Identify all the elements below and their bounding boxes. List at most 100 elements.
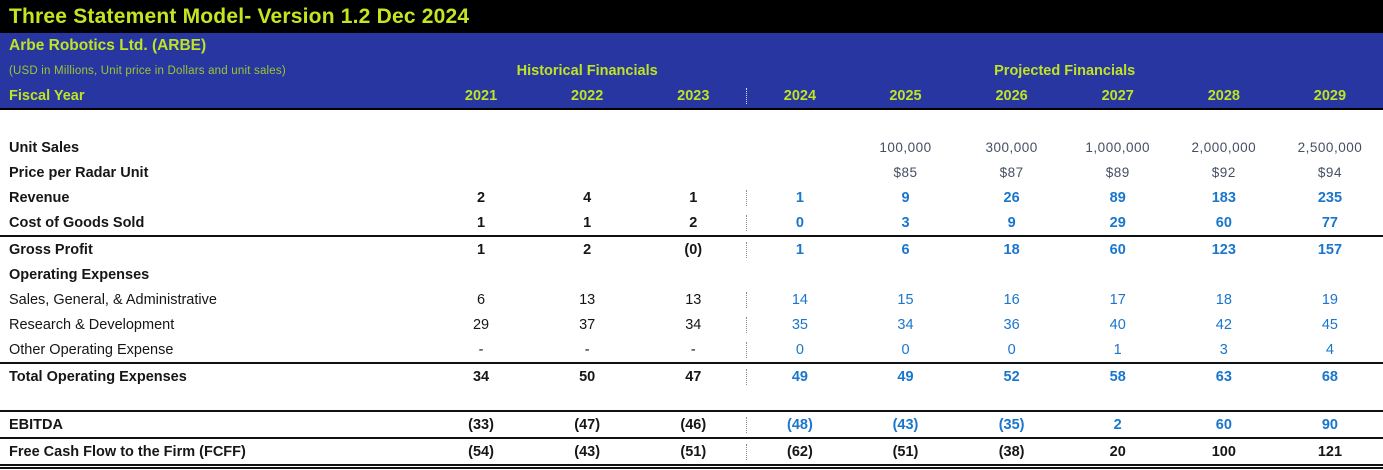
- value-cell[interactable]: 0: [901, 341, 910, 358]
- row-label[interactable]: Price per Radar Unit: [9, 164, 149, 181]
- value-cell[interactable]: 34: [685, 316, 702, 333]
- year-header[interactable]: 2028: [1207, 87, 1240, 104]
- row-label[interactable]: Gross Profit: [9, 241, 93, 258]
- value-cell[interactable]: 1: [1113, 341, 1122, 358]
- value-cell[interactable]: 34: [472, 368, 490, 385]
- value-cell[interactable]: 2: [689, 214, 698, 231]
- value-cell[interactable]: 40: [1109, 316, 1126, 333]
- value-cell[interactable]: 58: [1109, 368, 1126, 385]
- value-cell[interactable]: 52: [1003, 368, 1020, 385]
- value-cell[interactable]: 100: [1211, 443, 1236, 460]
- row-label[interactable]: Free Cash Flow to the Firm (FCFF): [9, 443, 246, 460]
- value-cell[interactable]: 42: [1215, 316, 1232, 333]
- value-cell[interactable]: 47: [685, 368, 702, 385]
- value-cell[interactable]: 45: [1321, 316, 1338, 333]
- row-label[interactable]: Revenue: [9, 189, 70, 206]
- value-cell[interactable]: 20: [1109, 443, 1126, 460]
- value-cell[interactable]: 26: [1003, 189, 1020, 206]
- value-cell[interactable]: 1,000,000: [1085, 140, 1150, 155]
- value-cell[interactable]: 2: [583, 241, 592, 258]
- value-cell[interactable]: 4: [583, 189, 592, 206]
- value-cell[interactable]: 37: [579, 316, 596, 333]
- row-label[interactable]: Research & Development: [9, 316, 175, 333]
- row-label[interactable]: Total Operating Expenses: [9, 368, 187, 385]
- value-cell[interactable]: 29: [1109, 214, 1126, 231]
- value-cell[interactable]: 18: [1003, 241, 1020, 258]
- value-cell[interactable]: (38): [998, 443, 1025, 460]
- year-header[interactable]: 2023: [677, 87, 710, 104]
- year-header[interactable]: 2029: [1313, 87, 1347, 104]
- value-cell[interactable]: 14: [746, 291, 852, 308]
- year-header[interactable]: 2027: [1101, 87, 1134, 104]
- value-cell[interactable]: 16: [1003, 291, 1020, 308]
- value-cell[interactable]: 100,000: [879, 140, 932, 155]
- year-header[interactable]: 2026: [995, 87, 1028, 104]
- value-cell[interactable]: 6: [477, 291, 486, 308]
- value-cell[interactable]: 90: [1321, 416, 1338, 433]
- value-cell[interactable]: 235: [1317, 189, 1343, 206]
- value-cell[interactable]: 1: [583, 214, 592, 231]
- value-cell[interactable]: 89: [1109, 189, 1126, 206]
- value-cell[interactable]: 6: [901, 241, 910, 258]
- value-cell[interactable]: 0: [746, 214, 852, 231]
- value-cell[interactable]: 60: [1215, 416, 1232, 433]
- value-cell[interactable]: (43): [574, 443, 601, 460]
- value-cell[interactable]: 0: [746, 341, 852, 358]
- value-cell[interactable]: 13: [685, 291, 702, 308]
- value-cell[interactable]: 17: [1109, 291, 1126, 308]
- value-cell[interactable]: 9: [901, 189, 910, 206]
- value-cell[interactable]: (54): [468, 443, 494, 460]
- value-cell[interactable]: 15: [897, 291, 914, 308]
- value-cell[interactable]: 19: [1321, 291, 1338, 308]
- value-cell[interactable]: 49: [746, 368, 852, 385]
- value-cell[interactable]: 29: [472, 316, 490, 333]
- value-cell[interactable]: (51): [680, 443, 707, 460]
- value-cell[interactable]: 1: [477, 241, 486, 258]
- value-cell[interactable]: (48): [746, 416, 852, 433]
- value-cell[interactable]: $87: [999, 165, 1024, 180]
- value-cell[interactable]: -: [690, 341, 696, 358]
- value-cell[interactable]: 1: [746, 189, 852, 206]
- value-cell[interactable]: 183: [1211, 189, 1236, 206]
- value-cell[interactable]: 1: [746, 241, 852, 258]
- year-header[interactable]: 2024: [746, 87, 852, 104]
- value-cell[interactable]: 2,000,000: [1191, 140, 1257, 155]
- year-header[interactable]: 2021: [464, 87, 498, 104]
- value-cell[interactable]: -: [584, 341, 590, 358]
- value-cell[interactable]: 9: [1007, 214, 1016, 231]
- row-label[interactable]: Cost of Goods Sold: [9, 214, 145, 231]
- value-cell[interactable]: (47): [574, 416, 601, 433]
- value-cell[interactable]: 1: [689, 189, 698, 206]
- row-label[interactable]: EBITDA: [9, 416, 63, 433]
- value-cell[interactable]: 2: [477, 189, 486, 206]
- year-header[interactable]: 2022: [571, 87, 604, 104]
- value-cell[interactable]: $85: [893, 165, 918, 180]
- value-cell[interactable]: 36: [1003, 316, 1020, 333]
- value-cell[interactable]: 18: [1215, 291, 1232, 308]
- value-cell[interactable]: 49: [897, 368, 914, 385]
- value-cell[interactable]: (43): [892, 416, 919, 433]
- row-label[interactable]: Other Operating Expense: [9, 341, 174, 358]
- value-cell[interactable]: 300,000: [985, 140, 1038, 155]
- value-cell[interactable]: 123: [1211, 241, 1236, 258]
- row-label[interactable]: Sales, General, & Administrative: [9, 291, 217, 308]
- value-cell[interactable]: 4: [1325, 341, 1334, 358]
- value-cell[interactable]: 60: [1215, 214, 1232, 231]
- value-cell[interactable]: $94: [1317, 165, 1342, 180]
- value-cell[interactable]: 13: [579, 291, 596, 308]
- value-cell[interactable]: 68: [1321, 368, 1338, 385]
- year-header[interactable]: 2025: [889, 87, 922, 104]
- value-cell[interactable]: 1: [477, 214, 486, 231]
- value-cell[interactable]: (35): [998, 416, 1025, 433]
- value-cell[interactable]: $92: [1211, 165, 1236, 180]
- value-cell[interactable]: 2,500,000: [1297, 140, 1363, 155]
- value-cell[interactable]: (33): [468, 416, 494, 433]
- value-cell[interactable]: (62): [746, 443, 852, 460]
- value-cell[interactable]: 35: [746, 316, 852, 333]
- value-cell[interactable]: (0): [684, 241, 703, 258]
- value-cell[interactable]: 77: [1321, 214, 1338, 231]
- value-cell[interactable]: 3: [901, 214, 910, 231]
- value-cell[interactable]: 0: [1007, 341, 1016, 358]
- value-cell[interactable]: 60: [1109, 241, 1126, 258]
- value-cell[interactable]: 50: [579, 368, 596, 385]
